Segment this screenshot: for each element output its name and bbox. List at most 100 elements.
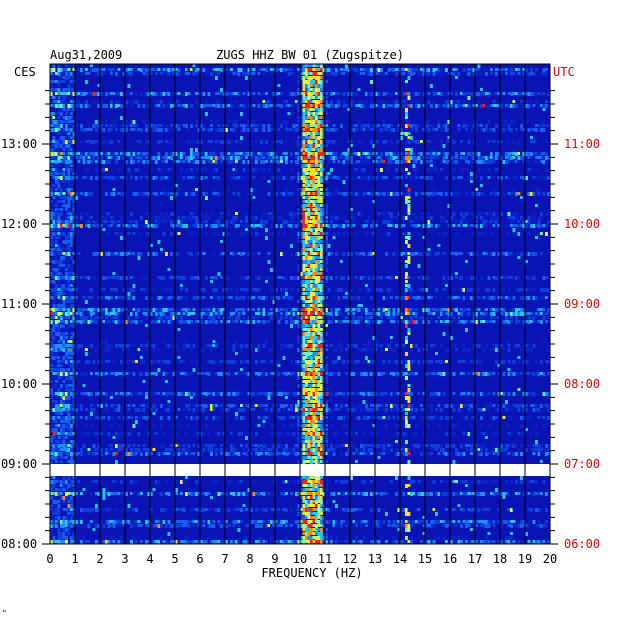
heatmap-cell (322, 156, 326, 160)
heatmap-cell (260, 360, 263, 363)
heatmap-cell (230, 320, 233, 323)
heatmap-cell (145, 312, 148, 316)
heatmap-cell (190, 360, 193, 363)
heatmap-cell (465, 260, 468, 263)
heatmap-cell (210, 296, 213, 299)
heatmap-cell (105, 348, 108, 352)
heatmap-cell (227, 360, 231, 364)
heatmap-cell (292, 128, 296, 132)
heatmap-cell (492, 296, 496, 300)
heatmap-cell (85, 128, 88, 131)
heatmap-cell (360, 276, 363, 280)
heatmap-cell (372, 344, 376, 348)
heatmap-cell (85, 104, 88, 108)
heatmap-cell (312, 120, 316, 124)
heatmap-cell (457, 320, 461, 324)
heatmap-cell (530, 312, 533, 315)
heatmap-cell (82, 92, 86, 96)
heatmap-cell (317, 144, 321, 147)
heatmap-cell (307, 268, 311, 272)
heatmap-cell (442, 144, 446, 148)
heatmap-cell (387, 168, 391, 171)
heatmap-cell (162, 188, 166, 191)
heatmap-cell (80, 312, 83, 316)
heatmap-cell (220, 308, 223, 312)
heatmap-cell (227, 120, 231, 123)
heatmap-cell (380, 212, 383, 215)
heatmap-cell (337, 288, 341, 292)
heatmap-cell (317, 204, 321, 208)
heatmap-cell (240, 312, 243, 315)
heatmap-cell (357, 176, 361, 179)
heatmap-cell (120, 360, 123, 364)
heatmap-cell (260, 308, 263, 311)
heatmap-cell (92, 308, 96, 311)
heatmap-cell (407, 308, 411, 312)
heatmap-cell (530, 276, 533, 280)
heatmap-cell (307, 304, 311, 308)
heatmap-cell (315, 160, 318, 164)
heatmap-cell (435, 92, 438, 95)
heatmap-cell (342, 100, 346, 104)
heatmap-cell (540, 308, 543, 311)
heatmap-cell (52, 304, 56, 308)
heatmap-cell (320, 328, 323, 331)
heatmap-cell (335, 68, 338, 72)
heatmap-cell (105, 176, 108, 179)
heatmap-cell (335, 104, 338, 108)
heatmap-cell (122, 344, 126, 347)
heatmap-cell (292, 176, 296, 179)
heatmap-cell (505, 104, 508, 107)
heatmap-cell (450, 216, 453, 220)
heatmap-cell (507, 288, 511, 291)
heatmap-cell (67, 280, 71, 283)
heatmap-cell (322, 152, 326, 156)
heatmap-cell (392, 360, 396, 364)
heatmap-cell (180, 156, 183, 159)
heatmap-cell (537, 216, 541, 220)
heatmap-cell (315, 344, 318, 347)
heatmap-cell (170, 308, 173, 311)
heatmap-cell (422, 288, 426, 292)
heatmap-cell (440, 296, 443, 299)
heatmap-cell (150, 92, 153, 95)
heatmap-cell (52, 316, 56, 319)
heatmap-cell (480, 160, 483, 164)
heatmap-cell (515, 192, 518, 196)
heatmap-cell (195, 224, 198, 228)
heatmap-cell (495, 168, 498, 171)
heatmap-cell (490, 104, 493, 107)
heatmap-cell (62, 360, 66, 363)
heatmap-cell (50, 64, 53, 68)
heatmap-cell (242, 316, 246, 320)
heatmap-cell (320, 296, 323, 300)
heatmap-cell (72, 192, 76, 195)
heatmap-cell (510, 360, 513, 364)
heatmap-cell (57, 72, 61, 76)
heatmap-cell (75, 224, 78, 227)
heatmap-cell (262, 220, 266, 223)
heatmap-cell (435, 104, 438, 108)
heatmap-cell (317, 128, 321, 131)
heatmap-cell (530, 128, 533, 131)
heatmap-cell (522, 72, 526, 76)
heatmap-cell (177, 128, 181, 131)
heatmap-cell (305, 128, 308, 132)
heatmap-cell (252, 120, 256, 124)
heatmap-cell (312, 344, 316, 348)
heatmap-cell (122, 156, 126, 160)
heatmap-cell (467, 96, 471, 100)
heatmap-cell (125, 308, 128, 311)
heatmap-cell (415, 344, 418, 348)
heatmap-cell (267, 152, 271, 156)
heatmap-cell (127, 92, 131, 96)
heatmap-cell (310, 200, 313, 203)
heatmap-cell (85, 300, 88, 304)
heatmap-cell (235, 92, 238, 95)
heatmap-cell (142, 160, 146, 164)
heatmap-cell (330, 140, 333, 143)
heatmap-cell (245, 288, 248, 292)
heatmap-cell (202, 128, 206, 131)
heatmap-cell (362, 276, 366, 279)
heatmap-cell (307, 176, 311, 179)
